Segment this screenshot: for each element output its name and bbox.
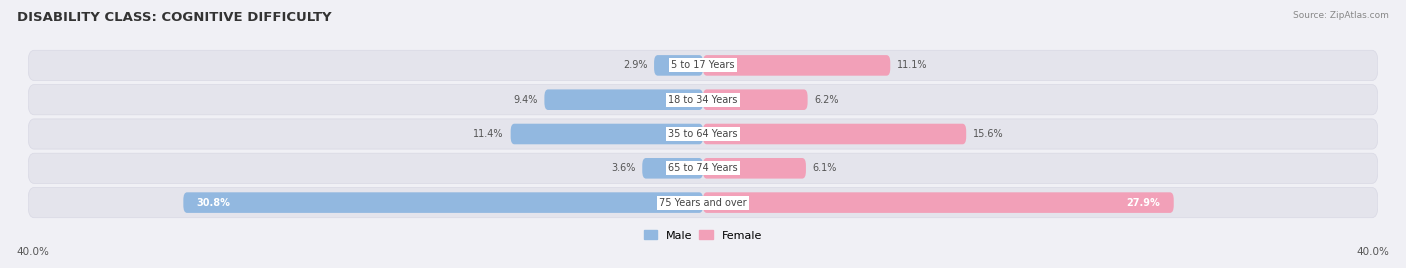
Legend: Male, Female: Male, Female <box>640 226 766 245</box>
FancyBboxPatch shape <box>28 50 1378 80</box>
Text: 35 to 64 Years: 35 to 64 Years <box>668 129 738 139</box>
FancyBboxPatch shape <box>654 55 703 76</box>
FancyBboxPatch shape <box>703 124 966 144</box>
Text: 2.9%: 2.9% <box>623 60 647 70</box>
Text: 18 to 34 Years: 18 to 34 Years <box>668 95 738 105</box>
FancyBboxPatch shape <box>643 158 703 178</box>
FancyBboxPatch shape <box>183 192 703 213</box>
Text: 27.9%: 27.9% <box>1126 198 1160 208</box>
Text: 75 Years and over: 75 Years and over <box>659 198 747 208</box>
FancyBboxPatch shape <box>544 90 703 110</box>
Text: 9.4%: 9.4% <box>513 95 537 105</box>
Text: Source: ZipAtlas.com: Source: ZipAtlas.com <box>1294 11 1389 20</box>
FancyBboxPatch shape <box>703 158 806 178</box>
FancyBboxPatch shape <box>28 85 1378 115</box>
FancyBboxPatch shape <box>703 192 1174 213</box>
FancyBboxPatch shape <box>703 90 807 110</box>
Text: 30.8%: 30.8% <box>197 198 231 208</box>
FancyBboxPatch shape <box>510 124 703 144</box>
Text: 11.1%: 11.1% <box>897 60 928 70</box>
Text: 6.1%: 6.1% <box>813 163 837 173</box>
Text: 3.6%: 3.6% <box>612 163 636 173</box>
FancyBboxPatch shape <box>703 55 890 76</box>
Text: 40.0%: 40.0% <box>1357 247 1389 257</box>
Text: 5 to 17 Years: 5 to 17 Years <box>671 60 735 70</box>
FancyBboxPatch shape <box>28 119 1378 149</box>
FancyBboxPatch shape <box>28 153 1378 183</box>
Text: 11.4%: 11.4% <box>474 129 503 139</box>
Text: 65 to 74 Years: 65 to 74 Years <box>668 163 738 173</box>
Text: 40.0%: 40.0% <box>17 247 49 257</box>
Text: 6.2%: 6.2% <box>814 95 839 105</box>
Text: DISABILITY CLASS: COGNITIVE DIFFICULTY: DISABILITY CLASS: COGNITIVE DIFFICULTY <box>17 11 332 24</box>
Text: 15.6%: 15.6% <box>973 129 1004 139</box>
FancyBboxPatch shape <box>28 188 1378 218</box>
